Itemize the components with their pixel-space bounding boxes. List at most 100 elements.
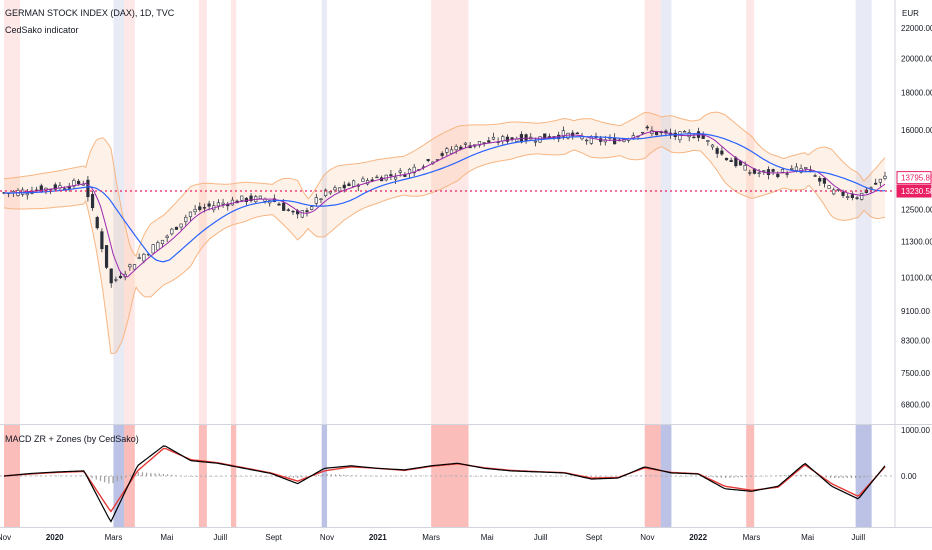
time-tick-label: Mai [801, 533, 814, 542]
macd-histogram-bar [208, 476, 211, 477]
macd-histogram-bar [364, 475, 366, 477]
candle-body [86, 179, 90, 198]
macd-histogram-bar [536, 476, 538, 477]
macd-histogram-bar [720, 476, 722, 478]
macd-histogram-bar [855, 476, 857, 479]
last-price-badge: 13795.86 [901, 174, 932, 183]
candle-body [440, 153, 444, 156]
macd-histogram-bar [271, 476, 274, 477]
macd-histogram-bar [662, 476, 664, 477]
last-price-badge-box [896, 171, 932, 185]
macd-histogram-bar [838, 476, 840, 479]
candle-body [174, 226, 179, 230]
zone-price-4 [230, 0, 237, 424]
macd-histogram-bar [204, 476, 206, 477]
time-tick-label: 2021 [369, 533, 387, 542]
candle-body [561, 130, 565, 137]
macd-histogram-bar [624, 476, 626, 477]
macd-histogram-bar [28, 475, 30, 477]
chart-title: GERMAN STOCK INDEX (DAX), 1D, TVC [5, 8, 175, 18]
candle-body [240, 195, 244, 201]
macd-histogram-bar [670, 476, 672, 477]
macd-histogram-bar [515, 476, 517, 477]
macd-histogram-bar [137, 471, 139, 476]
candle-body [710, 144, 715, 148]
macd-histogram-bar [716, 476, 718, 478]
macd-histogram-bar [527, 476, 530, 477]
time-tick-label: Juill [534, 533, 548, 542]
candle-body [25, 193, 29, 196]
time-tick-label: Mars [422, 533, 440, 542]
macd-histogram-bar [611, 476, 613, 477]
macd-histogram-bar [754, 476, 756, 477]
candle-body [109, 268, 113, 284]
macd-histogram-bar [599, 476, 601, 477]
macd-histogram-bar [448, 475, 450, 477]
macd-histogram-bar [787, 475, 790, 476]
candle-body [505, 136, 510, 142]
candle-body [151, 244, 155, 254]
macd-histogram-bar [666, 476, 668, 477]
macd-histogram-bar [829, 476, 832, 478]
macd-histogram-bar [41, 475, 43, 477]
macd-histogram-bar [817, 476, 819, 477]
candle-body [501, 136, 505, 142]
macd-histogram-bar [318, 474, 320, 476]
time-tick-label: Juill [851, 533, 865, 542]
candle-body [860, 192, 864, 200]
macd-histogram-bar [83, 475, 85, 477]
macd-histogram-bar [330, 474, 332, 476]
candle-body [585, 139, 589, 142]
candle-body [305, 210, 309, 213]
zone-macd-5 [321, 425, 328, 527]
macd-histogram-bar [263, 476, 265, 477]
candle-body [128, 264, 132, 268]
macd-histogram-bar [372, 475, 374, 477]
candle-body [403, 174, 407, 177]
candle-body [855, 197, 859, 199]
time-tick-label: Mai [160, 533, 173, 542]
candle-body [724, 157, 729, 161]
macd-histogram-bar [657, 475, 660, 477]
time-tick-label: Juill [213, 533, 227, 542]
macd-histogram-bar [573, 476, 576, 477]
macd-histogram-bar [351, 475, 353, 476]
macd-histogram-bar [200, 476, 202, 477]
candle-body [398, 170, 402, 173]
candle-body [198, 206, 202, 210]
candle-body [314, 197, 318, 204]
candle-body [53, 184, 57, 190]
macd-histogram-bar [490, 476, 492, 477]
macd-histogram-bar [133, 473, 135, 476]
macd-histogram-bar [758, 476, 760, 477]
macd-histogram-bar [859, 476, 861, 478]
macd-histogram-bar [57, 475, 60, 477]
candle-body [375, 176, 379, 179]
macd-histogram-bar [687, 476, 689, 477]
macd-histogram-bar [179, 475, 181, 477]
candle-body [571, 132, 575, 137]
macd-histogram-bar [586, 476, 588, 477]
macd-histogram-bar [158, 473, 160, 476]
price-tick-label: 9100.00 [901, 307, 930, 316]
macd-histogram-bar [603, 476, 605, 477]
candle-body [743, 165, 747, 171]
time-tick-label: 2020 [46, 533, 64, 542]
macd-histogram-bar [473, 476, 475, 477]
candle-body [771, 169, 775, 172]
macd-histogram-bar [32, 475, 34, 477]
time-tick-label: 2022 [689, 533, 707, 542]
macd-histogram-bar [368, 475, 370, 477]
macd-histogram-bar [494, 476, 496, 477]
zone-price-11 [855, 0, 872, 424]
macd-histogram-bar [691, 476, 693, 477]
time-tick-label: Mars [743, 533, 761, 542]
time-tick-label: Sept [265, 533, 282, 542]
candle-body [874, 182, 878, 185]
macd-histogram-bar [393, 475, 395, 477]
macd-histogram-bar [678, 476, 681, 477]
macd-histogram-bar [766, 475, 769, 477]
zone-price-8 [644, 0, 661, 424]
candle-body [575, 132, 579, 135]
candle-body [883, 175, 887, 179]
